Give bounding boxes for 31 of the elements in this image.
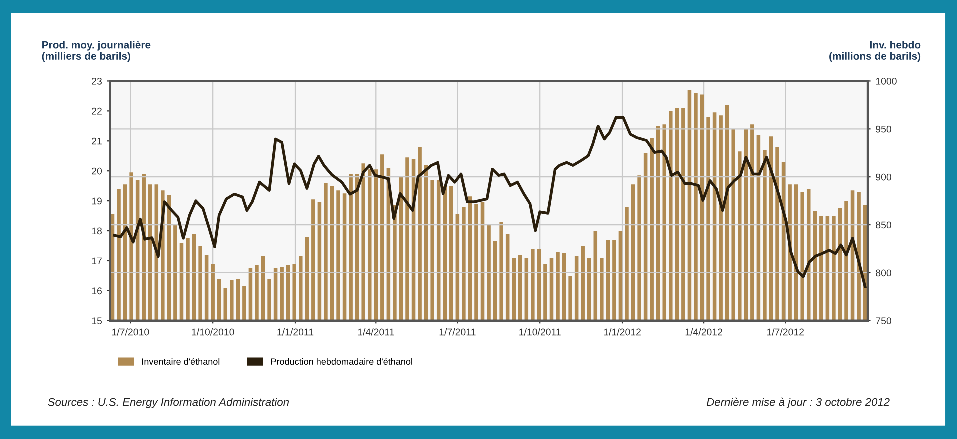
legend-label: Production hebdomadaire d'éthanol [271,358,412,366]
y-tick-label: 21 [92,138,102,145]
x-tick-label: 1/10/2011 [520,328,561,336]
text: Dernière mise à jour : 3 octobre 2012 [706,398,890,408]
y-axis-title: Prod. moy. journalière (milliers de barils) [42,41,151,62]
y2-axis-title: Inv. hebdo (millions de barils) [830,41,921,62]
x-tick-label: 1/7/2010 [112,328,150,336]
y-tick-label: 18 [92,228,102,235]
y2-tick-label: 950 [876,126,892,133]
legend-label: Inventaire d'éthanol [142,358,220,366]
source-note: Sources : U.S. Energy Information Administration [48,398,290,408]
y2-tick-label: 1000 [876,78,897,85]
y-tick-label: 22 [92,108,102,115]
y2-tick-label: 850 [876,222,892,229]
y-tick-label: 23 [92,78,102,85]
y-tick-label: 16 [92,288,102,295]
x-tick-label: 1/1/2012 [604,328,641,336]
y-tick-label: 19 [92,198,102,205]
x-tick-label: 1/10/2010 [192,328,234,336]
y-tick-label: 17 [92,258,102,265]
line-series [113,116,867,288]
y-tick-label: 15 [92,318,102,325]
y-tick-label: 20 [92,168,102,175]
x-tick-label: 1/7/2011 [440,328,476,336]
y2-tick-label: 800 [876,270,892,277]
x-tick-label: 1/7/2012 [767,328,804,336]
y2-tick-label: 750 [876,318,892,325]
y2-tick-label: 900 [876,174,892,181]
x-tick-label: 1/4/2012 [686,328,722,336]
x-tick-label: 1/1/2011 [278,328,314,336]
x-tick-label: 1/4/2011 [358,328,394,336]
